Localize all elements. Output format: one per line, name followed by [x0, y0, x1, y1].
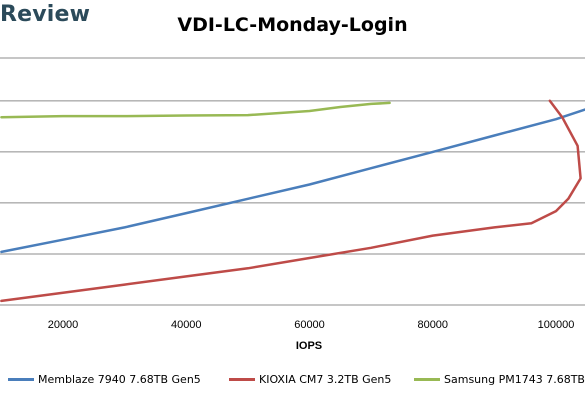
series-line — [0, 108, 585, 254]
x-tick-label: 80000 — [417, 319, 448, 331]
legend-item-memblaze: Memblaze 7940 7.68TB Gen5 — [8, 373, 201, 386]
series-line — [0, 99, 582, 303]
legend-swatch — [414, 378, 440, 381]
x-tick-label: 40000 — [171, 319, 202, 331]
brand-logo-text: Review — [0, 2, 91, 27]
legend-label: KIOXIA CM7 3.2TB Gen5 — [259, 373, 392, 386]
series-lines — [0, 99, 585, 303]
legend-label: Samsung PM1743 7.68TB — [444, 373, 585, 386]
legend-label: Memblaze 7940 7.68TB Gen5 — [38, 373, 201, 386]
x-tick-label: 60000 — [294, 319, 325, 331]
series-line — [0, 101, 391, 119]
x-tick-label: 20000 — [48, 319, 79, 331]
legend-swatch — [8, 378, 34, 381]
x-axis-label: IOPS — [296, 340, 322, 352]
legend: Memblaze 7940 7.68TB Gen5 KIOXIA CM7 3.2… — [0, 373, 585, 391]
x-tick-labels: 20000 40000 60000 80000 100000 — [48, 319, 575, 331]
x-tick-label: 100000 — [538, 319, 575, 331]
legend-item-samsung: Samsung PM1743 7.68TB — [414, 373, 585, 386]
legend-swatch — [229, 378, 255, 381]
chart-title: VDI-LC-Monday-Login — [177, 14, 408, 36]
legend-item-kioxia: KIOXIA CM7 3.2TB Gen5 — [229, 373, 391, 386]
gridlines — [0, 57, 585, 255]
